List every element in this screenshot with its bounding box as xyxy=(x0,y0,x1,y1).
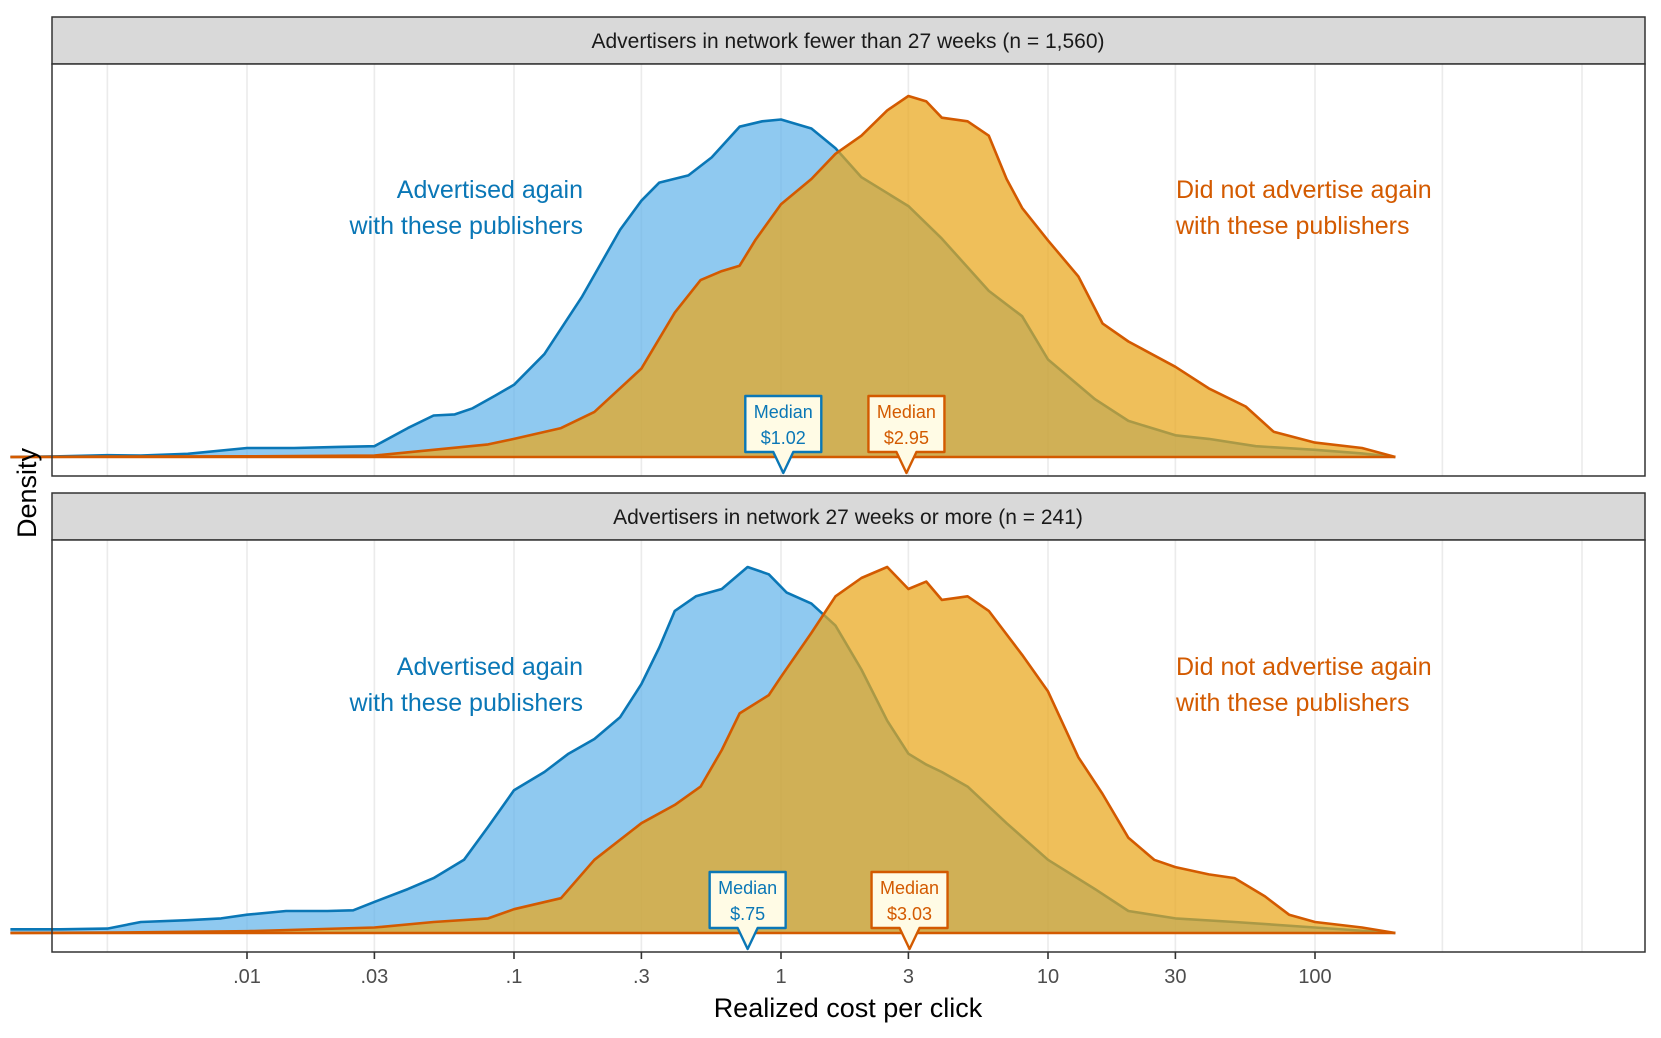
x-tick-label: .1 xyxy=(506,966,523,988)
panel-title: Advertisers in network 27 weeks or more … xyxy=(613,506,1083,529)
panel-series-labels: Advertised again with these publishers D… xyxy=(349,176,1432,240)
panel-series-labels: Advertised again with these publishers D… xyxy=(349,653,1432,717)
x-tick-label: 100 xyxy=(1298,966,1331,988)
x-axis: .01 .03 .1 .3 1 3 10 30 100 xyxy=(233,952,1332,988)
y-axis-title: Density xyxy=(12,447,42,538)
panel-title: Advertisers in network fewer than 27 wee… xyxy=(591,30,1104,53)
label-not-advertised-again-line1: Did not advertise again xyxy=(1176,653,1432,681)
panel-short-tenure: Advertisers in network fewer than 27 wee… xyxy=(10,16,1646,477)
x-axis-title: Realized cost per click xyxy=(714,993,983,1023)
panel-strip xyxy=(51,492,1646,541)
density-area-again xyxy=(10,567,1396,933)
median-marker-not_again: Median $2.95 xyxy=(867,394,946,475)
median-value: $1.02 xyxy=(761,428,806,448)
density-line-not_again xyxy=(10,565,1396,935)
density-area-not_again xyxy=(10,567,1396,933)
median-marker-again: Median $.75 xyxy=(708,870,787,951)
label-advertised-again-line2: with these publishers xyxy=(349,689,583,717)
label-not-advertised-again-line2: with these publishers xyxy=(1175,689,1409,717)
label-not-advertised-again-line1: Did not advertise again xyxy=(1176,176,1432,204)
label-advertised-again-line1: Advertised again xyxy=(397,176,583,204)
median-callout-box xyxy=(867,394,946,475)
median-callout-box xyxy=(870,870,949,951)
x-tick-label: .03 xyxy=(360,966,388,988)
median-value: $2.95 xyxy=(884,428,929,448)
x-tick-label: 1 xyxy=(775,966,786,988)
median-callout-box xyxy=(708,870,787,951)
median-callout-box xyxy=(744,394,823,475)
median-title: Median xyxy=(754,402,813,422)
density-line-not_again xyxy=(10,94,1396,459)
median-marker-again: Median $1.02 xyxy=(744,394,823,475)
median-title: Median xyxy=(718,878,777,898)
density-area-not_again xyxy=(10,96,1396,457)
x-tick-label: .01 xyxy=(233,966,261,988)
panel-border xyxy=(51,63,1646,477)
panel-median-markers: Median $1.02 Median $2.95 xyxy=(744,394,946,475)
median-marker-not_again: Median $3.03 xyxy=(870,870,949,951)
median-title: Median xyxy=(877,402,936,422)
panel-long-tenure: Advertisers in network 27 weeks or more … xyxy=(10,492,1646,953)
panel-density-areas xyxy=(10,565,1396,935)
panel-strip xyxy=(51,16,1646,65)
label-advertised-again-line2: with these publishers xyxy=(349,212,583,240)
median-value: $3.03 xyxy=(887,904,932,924)
panel-border xyxy=(51,539,1646,953)
median-title: Median xyxy=(880,878,939,898)
x-tick-label: 10 xyxy=(1037,966,1059,988)
label-not-advertised-again-line2: with these publishers xyxy=(1175,212,1409,240)
x-tick-label: 30 xyxy=(1164,966,1186,988)
label-advertised-again-line1: Advertised again xyxy=(397,653,583,681)
x-tick-label: 3 xyxy=(903,966,914,988)
x-tick-label: .3 xyxy=(633,966,650,988)
panel-median-markers: Median $.75 Median $3.03 xyxy=(708,870,949,951)
median-value: $.75 xyxy=(730,904,765,924)
panel-density-areas xyxy=(10,94,1396,459)
